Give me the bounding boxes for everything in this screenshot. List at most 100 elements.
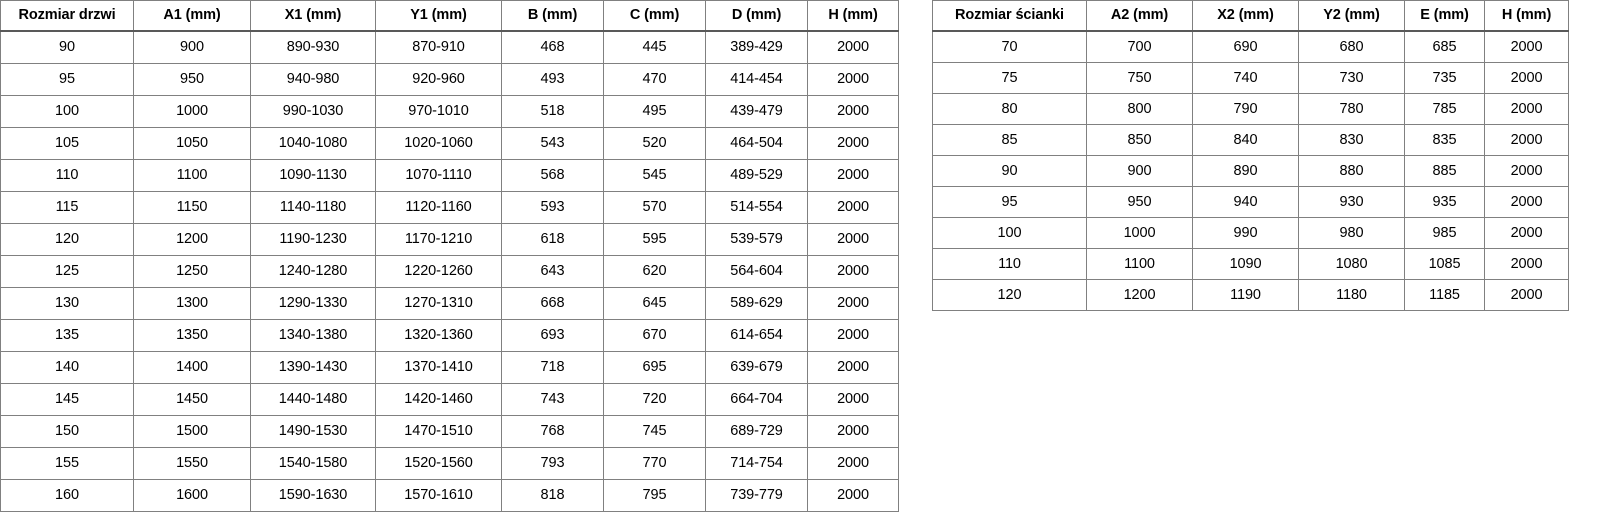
table-cell: 130: [0, 287, 134, 320]
table-cell: 445: [603, 30, 706, 64]
table-cell: 80: [932, 93, 1087, 125]
table-cell: 643: [501, 255, 604, 288]
table-cell: 950: [133, 63, 251, 96]
table-cell: 595: [603, 223, 706, 256]
column-header: A1 (mm): [133, 0, 251, 32]
table-cell: 639-679: [705, 351, 808, 384]
column-header: Rozmiar drzwi: [0, 0, 134, 32]
table-cell: 2000: [807, 479, 899, 512]
table-header-row: Rozmiar drzwi A1 (mm) X1 (mm) Y1 (mm) B (mm)…: [0, 0, 899, 32]
table-cell: 790: [1192, 93, 1299, 125]
table-cell: 120: [932, 279, 1087, 311]
table-row: 90 900 890 880 885 2000: [932, 155, 1569, 187]
wall-panel-size-table: Rozmiar ścianki A2 (mm) X2 (mm) Y2 (mm) E (m…: [932, 0, 1569, 311]
table-cell: 155: [0, 447, 134, 480]
table-cell: 518: [501, 95, 604, 128]
table-cell: 1300: [133, 287, 251, 320]
table-cell: 1370-1410: [375, 351, 502, 384]
table-cell: 85: [932, 124, 1087, 156]
table-row: 110 1100 1090-1130 1070-1110 568 545 489-529 20…: [0, 159, 899, 192]
column-header: Y2 (mm): [1298, 0, 1405, 32]
table-row: 75 750 740 730 735 2000: [932, 62, 1569, 94]
table-cell: 840: [1192, 124, 1299, 156]
table-cell: 593: [501, 191, 604, 224]
table-cell: 2000: [1484, 93, 1569, 125]
table-cell: 735: [1404, 62, 1485, 94]
table-cell: 1080: [1298, 248, 1405, 280]
table-cell: 2000: [1484, 155, 1569, 187]
table-cell: 1420-1460: [375, 383, 502, 416]
table-cell: 785: [1404, 93, 1485, 125]
table-cell: 1550: [133, 447, 251, 480]
table-cell: 985: [1404, 217, 1485, 249]
table-cell: 1050: [133, 127, 251, 160]
table-cell: 818: [501, 479, 604, 512]
table-cell: 145: [0, 383, 134, 416]
table-cell: 589-629: [705, 287, 808, 320]
table-cell: 570: [603, 191, 706, 224]
table-cell: 2000: [807, 255, 899, 288]
table-row: 85 850 840 830 835 2000: [932, 124, 1569, 156]
table-cell: 1320-1360: [375, 319, 502, 352]
table-cell: 690: [1192, 30, 1299, 63]
table-cell: 900: [1086, 155, 1193, 187]
table-cell: 793: [501, 447, 604, 480]
table-cell: 618: [501, 223, 604, 256]
table-cell: 90: [0, 30, 134, 64]
table-row: 155 1550 1540-1580 1520-1560 793 770 714-754 20…: [0, 447, 899, 480]
table-cell: 695: [603, 351, 706, 384]
table-cell: 2000: [1484, 279, 1569, 311]
table-cell: 1440-1480: [250, 383, 376, 416]
table-cell: 1190: [1192, 279, 1299, 311]
table-cell: 740: [1192, 62, 1299, 94]
table-row: 135 1350 1340-1380 1320-1360 693 670 614-654 20…: [0, 319, 899, 352]
table-cell: 645: [603, 287, 706, 320]
table-cell: 1085: [1404, 248, 1485, 280]
table-cell: 1520-1560: [375, 447, 502, 480]
table-cell: 1100: [1086, 248, 1193, 280]
wall-table-body: 70 700 690 680 685 2000 75 750 740 730 735 2000 80 80…: [932, 30, 1569, 311]
table-cell: 1570-1610: [375, 479, 502, 512]
table-cell: 900: [133, 30, 251, 64]
table-header-row: Rozmiar ścianki A2 (mm) X2 (mm) Y2 (mm) E (m…: [932, 0, 1569, 32]
table-cell: 105: [0, 127, 134, 160]
table-cell: 1600: [133, 479, 251, 512]
table-cell: 2000: [1484, 30, 1569, 63]
table-cell: 680: [1298, 30, 1405, 63]
table-row: 100 1000 990 980 985 2000: [932, 217, 1569, 249]
table-cell: 1190-1230: [250, 223, 376, 256]
table-cell: 2000: [807, 287, 899, 320]
table-cell: 1200: [133, 223, 251, 256]
table-cell: 493: [501, 63, 604, 96]
table-cell: 1120-1160: [375, 191, 502, 224]
table-cell: 980: [1298, 217, 1405, 249]
table-cell: 100: [0, 95, 134, 128]
table-cell: 2000: [1484, 62, 1569, 94]
table-cell: 1070-1110: [375, 159, 502, 192]
table-row: 120 1200 1190-1230 1170-1210 618 595 539-579 20…: [0, 223, 899, 256]
column-header: X1 (mm): [250, 0, 376, 32]
table-cell: 1000: [133, 95, 251, 128]
table-cell: 1240-1280: [250, 255, 376, 288]
table-cell: 885: [1404, 155, 1485, 187]
table-cell: 940: [1192, 186, 1299, 218]
table-cell: 470: [603, 63, 706, 96]
table-row: 105 1050 1040-1080 1020-1060 543 520 464-504 20…: [0, 127, 899, 160]
table-cell: 1100: [133, 159, 251, 192]
table-cell: 564-604: [705, 255, 808, 288]
table-cell: 835: [1404, 124, 1485, 156]
table-cell: 1040-1080: [250, 127, 376, 160]
column-header: X2 (mm): [1192, 0, 1299, 32]
table-cell: 120: [0, 223, 134, 256]
table-cell: 2000: [807, 63, 899, 96]
table-cell: 1390-1430: [250, 351, 376, 384]
table-cell: 1220-1260: [375, 255, 502, 288]
table-cell: 1020-1060: [375, 127, 502, 160]
table-cell: 414-454: [705, 63, 808, 96]
table-cell: 730: [1298, 62, 1405, 94]
column-header: Rozmiar ścianki: [932, 0, 1087, 32]
table-cell: 2000: [807, 127, 899, 160]
door-size-table: Rozmiar drzwi A1 (mm) X1 (mm) Y1 (mm) B (mm)…: [0, 0, 899, 512]
table-cell: 780: [1298, 93, 1405, 125]
